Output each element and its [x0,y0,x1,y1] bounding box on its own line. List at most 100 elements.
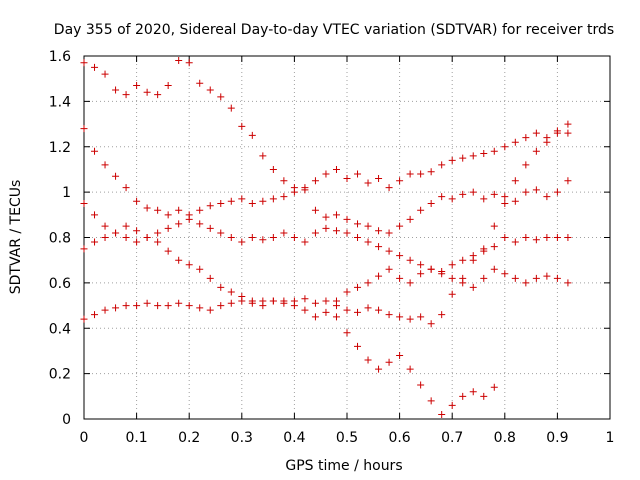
data-point [280,193,288,201]
data-point [164,224,172,232]
x-tick-label: 0.1 [125,430,147,446]
data-point [343,288,351,296]
data-point [101,161,109,169]
data-point [206,86,214,94]
data-point [101,222,109,230]
data-point [448,156,456,164]
x-tick-label: 0.7 [441,430,463,446]
data-point [459,392,467,400]
data-point [522,161,530,169]
data-point [311,206,319,214]
data-point [259,197,267,205]
data-point [290,234,298,241]
data-point [427,265,435,273]
data-point [248,131,256,139]
data-point [259,302,267,310]
data-point [206,202,214,210]
data-point [396,351,404,359]
data-point [143,234,151,241]
data-point [238,238,246,246]
data-point [532,186,540,194]
data-point [438,311,446,319]
data-point [396,274,404,282]
data-point [511,138,519,146]
data-point [427,397,435,405]
data-point [501,270,509,278]
data-point [217,283,225,291]
x-tick-label: 0.2 [178,430,200,446]
data-point [438,161,446,169]
data-point [438,410,446,418]
data-point [469,188,477,196]
data-point [480,392,488,400]
data-point [269,165,277,173]
data-point [154,302,162,310]
data-point [80,125,88,133]
data-point [290,297,298,305]
data-point [511,238,519,246]
data-point [448,274,456,282]
data-point [227,197,235,205]
data-point [122,302,130,310]
data-point [311,229,319,237]
data-point [364,304,372,312]
data-point [417,313,425,321]
data-point [154,206,162,214]
data-point [185,59,193,67]
data-point [427,168,435,176]
data-point [501,193,509,201]
data-point [164,211,172,219]
data-point [448,401,456,409]
data-point [522,234,530,241]
data-point [164,81,172,89]
data-point [311,177,319,185]
data-point [417,270,425,278]
data-point [417,170,425,178]
data-point [101,70,109,78]
data-point [133,238,141,246]
data-point [343,229,351,237]
data-point [364,279,372,287]
data-point [248,299,256,307]
data-point [248,234,256,241]
data-point [238,195,246,203]
data-point [91,63,99,71]
data-point [206,274,214,282]
data-point [227,288,235,296]
y-tick-label: 0 [62,412,71,428]
data-point [91,238,99,246]
data-point [396,313,404,321]
data-point [91,147,99,155]
data-point [122,184,130,192]
data-point [280,299,288,307]
data-point [511,197,519,205]
data-point [91,311,99,319]
data-point [522,134,530,142]
data-point [343,329,351,337]
data-point [459,274,467,282]
data-point [543,138,551,146]
data-point [375,227,383,235]
data-point [164,302,172,310]
data-point [227,299,235,307]
y-tick-label: 0.4 [49,321,71,337]
data-point [375,272,383,280]
x-tick-label: 0.6 [388,430,410,446]
data-point [543,272,551,280]
data-point [406,315,414,323]
data-point [406,256,414,264]
data-point [217,302,225,310]
data-point [238,122,246,130]
data-point [532,129,540,137]
data-point [175,299,183,307]
data-point [490,147,498,155]
data-point [438,268,446,276]
data-point [375,365,383,373]
data-point [196,79,204,87]
data-point [564,234,572,241]
y-tick-label: 1 [62,185,71,201]
data-point [490,383,498,391]
data-point [375,243,383,251]
data-point [80,59,88,67]
data-point [364,356,372,364]
